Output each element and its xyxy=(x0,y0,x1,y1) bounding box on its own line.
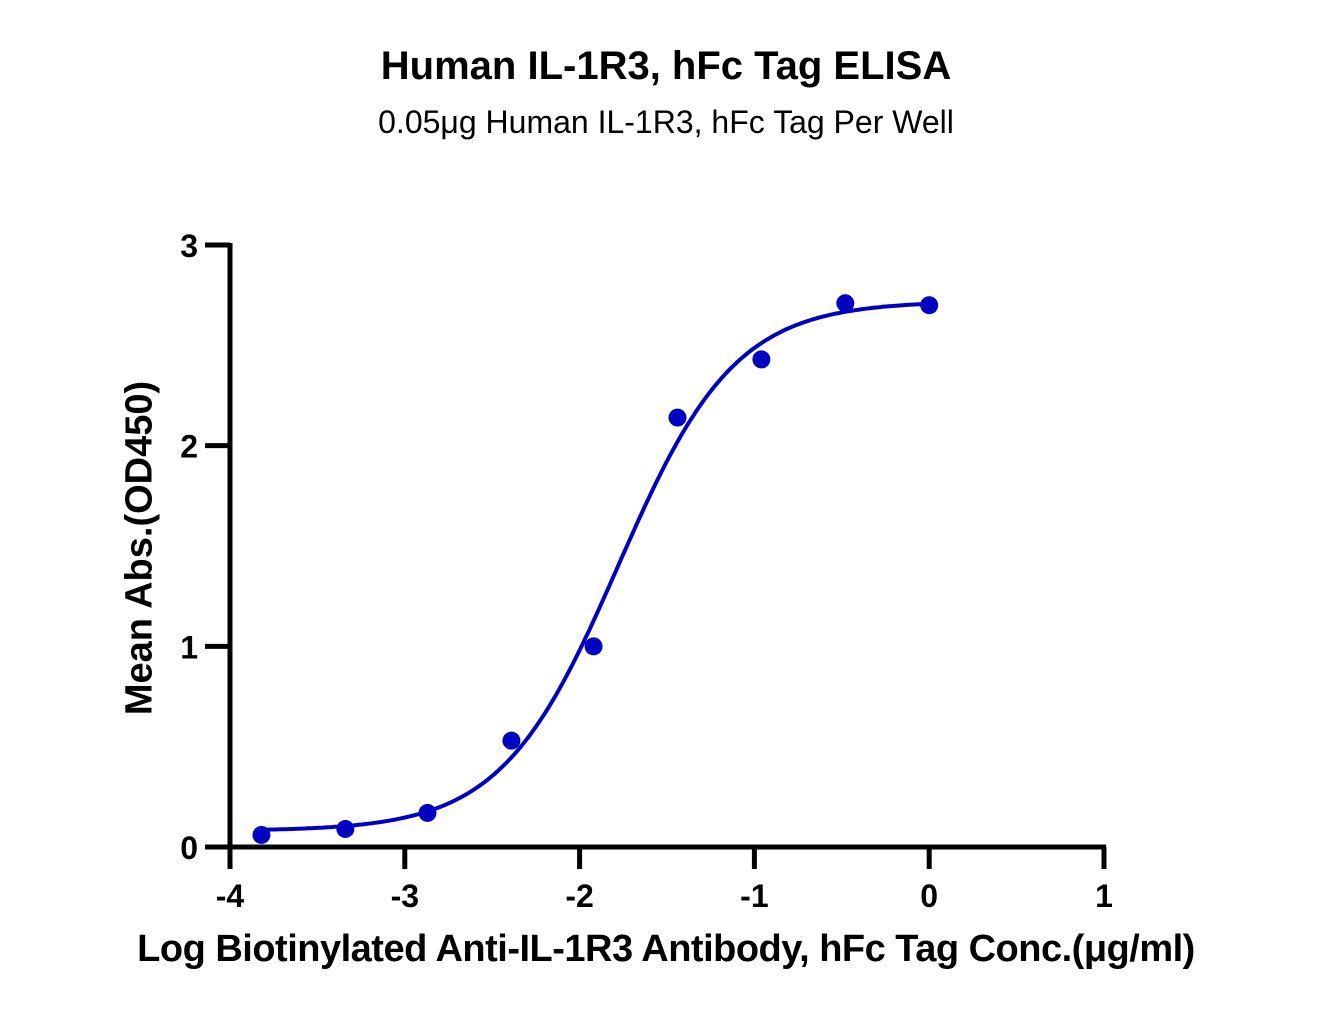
data-point xyxy=(418,803,437,822)
chart-title: Human IL-1R3, hFc Tag ELISA xyxy=(380,44,952,88)
sigmoid-fit-line xyxy=(261,301,930,832)
y-tick-label: 3 xyxy=(180,228,198,264)
x-tick-label: -3 xyxy=(391,878,419,914)
y-tick-label: 0 xyxy=(180,830,198,866)
chart-subtitle: 0.05μg Human IL-1R3, hFc Tag Per Well xyxy=(378,104,954,140)
x-tick-label: 1 xyxy=(1095,878,1113,914)
y-tick-label: 2 xyxy=(180,429,198,465)
data-point xyxy=(920,296,939,315)
data-point xyxy=(336,819,355,838)
x-tick-label: -4 xyxy=(216,878,245,914)
x-tick-label: 0 xyxy=(920,878,938,914)
x-tick-label: -2 xyxy=(565,878,593,914)
data-point xyxy=(668,408,687,427)
data-point xyxy=(252,825,271,844)
x-axis-label: Log Biotinylated Anti-IL-1R3 Antibody, h… xyxy=(137,928,1195,970)
y-tick-label: 1 xyxy=(180,629,198,665)
x-tick-label: -1 xyxy=(740,878,768,914)
data-point xyxy=(502,731,521,750)
data-point xyxy=(752,350,771,369)
data-point xyxy=(584,637,603,656)
fit-curve xyxy=(261,301,930,832)
data-point xyxy=(836,294,855,313)
data-points xyxy=(252,294,939,844)
axes: 0 1 2 3 -4 -3 -2 -1 0 1 xyxy=(180,228,1113,914)
